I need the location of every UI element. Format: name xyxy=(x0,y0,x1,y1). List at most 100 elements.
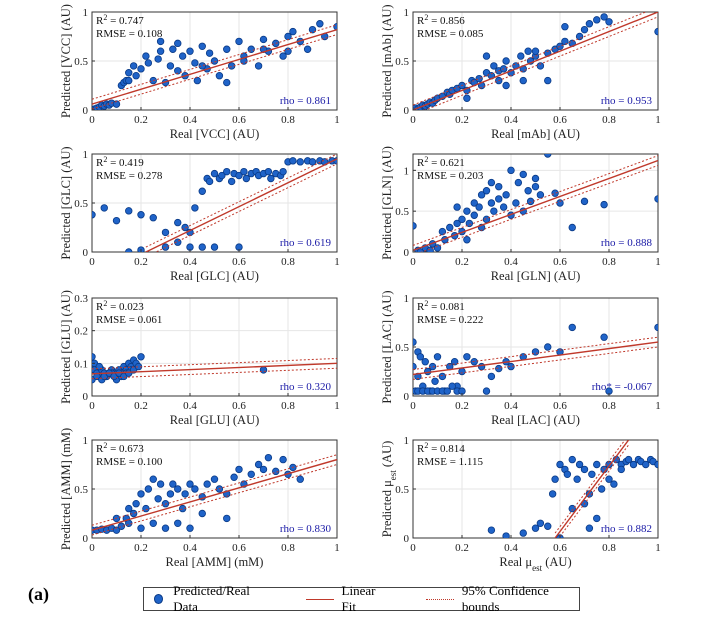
data-point xyxy=(279,52,287,60)
data-point xyxy=(605,18,613,26)
x-tick-label: 0.8 xyxy=(602,542,616,554)
rho-label: rho = 0.888 xyxy=(601,237,653,249)
legend-data-label: Predicted/Real Data xyxy=(173,583,250,614)
fit-group xyxy=(487,440,658,538)
confidence-bound-upper xyxy=(413,336,658,371)
y-tick-label: 1 xyxy=(404,165,410,177)
data-point xyxy=(495,364,503,373)
data-point xyxy=(198,62,206,70)
x-tick-label: 0.4 xyxy=(183,542,197,554)
data-point xyxy=(524,187,532,195)
data-point xyxy=(526,197,535,206)
data-point xyxy=(203,480,211,488)
data-point xyxy=(463,353,471,361)
figure-label: (a) xyxy=(28,584,49,604)
data-point xyxy=(210,169,219,178)
scatter-panel-3: 0 0.2 0.4 0.6 0.8 1 0 0.5 1 Real [GLC] (AU) Predic… xyxy=(59,146,340,283)
data-point xyxy=(495,182,503,191)
confidence-bound-upper xyxy=(145,154,337,248)
data-point xyxy=(316,20,324,28)
fit-group xyxy=(413,154,658,252)
data-point xyxy=(477,191,486,199)
x-tick-label: 1 xyxy=(334,400,340,412)
r-squared-label: R2 = 0.747 xyxy=(96,13,144,28)
rho-label: rho = 0.830 xyxy=(280,523,332,535)
linear-fit-line xyxy=(92,28,337,105)
data-point xyxy=(259,465,268,474)
data-point xyxy=(551,189,559,197)
data-point xyxy=(413,222,417,230)
data-point xyxy=(129,62,138,70)
y-tick-label: 1 xyxy=(404,293,410,305)
data-point xyxy=(502,81,510,90)
data-point xyxy=(92,211,96,219)
data-point xyxy=(490,207,498,215)
data-point xyxy=(438,227,447,236)
data-point xyxy=(178,504,187,513)
x-tick-label: 0 xyxy=(89,542,95,554)
data-point xyxy=(254,62,263,70)
x-tick-label: 0.8 xyxy=(602,256,616,268)
y-tick-label: 0.5 xyxy=(74,484,88,496)
fit-group xyxy=(413,323,658,395)
rmse-label: RMSE = 0.100 xyxy=(96,456,163,468)
data-point xyxy=(561,37,569,46)
data-point xyxy=(186,47,194,55)
data-point xyxy=(593,16,601,24)
confidence-bound-upper xyxy=(92,24,337,100)
data-point xyxy=(585,524,594,532)
confidence-bound-lower xyxy=(413,346,658,380)
data-point xyxy=(531,524,540,532)
r-squared-label: R2 = 0.621 xyxy=(417,155,465,170)
x-tick-label: 0.4 xyxy=(504,256,518,268)
data-point xyxy=(191,485,199,493)
data-point xyxy=(507,166,515,175)
data-point xyxy=(561,23,569,31)
data-point xyxy=(137,490,145,498)
data-point xyxy=(191,59,199,67)
data-point xyxy=(215,71,224,80)
data-point xyxy=(289,27,297,36)
data-point xyxy=(169,480,177,488)
x-tick-label: 0.8 xyxy=(602,400,616,412)
x-tick-label: 1 xyxy=(334,542,340,554)
x-tick-label: 0.2 xyxy=(455,542,469,554)
data-point xyxy=(223,45,231,53)
data-point xyxy=(580,465,589,474)
data-point xyxy=(458,215,466,224)
confidence-bound-lower xyxy=(420,164,658,252)
fit-group xyxy=(92,20,337,110)
data-point xyxy=(198,243,206,251)
x-tick-label: 0.6 xyxy=(553,256,567,268)
r-squared-label: R2 = 0.023 xyxy=(96,299,144,314)
x-axis-label: Real [GLN] (AU) xyxy=(491,269,581,283)
ci-line-icon xyxy=(426,598,454,600)
x-tick-label: 0.4 xyxy=(504,114,518,126)
data-point xyxy=(519,170,527,179)
data-point xyxy=(149,519,157,527)
data-point xyxy=(303,45,312,53)
data-point xyxy=(166,490,175,498)
confidence-bound-upper xyxy=(92,454,337,526)
data-point xyxy=(223,78,231,87)
data-point xyxy=(482,52,491,60)
x-tick-label: 1 xyxy=(655,542,661,554)
data-point xyxy=(186,524,194,532)
data-point xyxy=(458,367,466,376)
fit-group xyxy=(92,453,337,536)
data-point xyxy=(544,76,552,85)
data-point xyxy=(125,76,133,85)
data-point xyxy=(174,485,182,493)
x-tick-label: 0.8 xyxy=(602,114,616,126)
data-point xyxy=(568,323,576,332)
data-point xyxy=(267,174,275,183)
y-tick-label: 0.5 xyxy=(74,56,88,68)
x-tick-label: 0 xyxy=(89,256,95,268)
y-tick-label: 1 xyxy=(404,435,410,447)
x-axis-label: Real [AMM] (mM) xyxy=(166,555,264,569)
data-point xyxy=(568,455,576,464)
y-tick-label: 1 xyxy=(83,149,89,161)
data-point xyxy=(137,65,145,73)
data-point xyxy=(600,333,608,341)
data-point xyxy=(174,519,182,527)
